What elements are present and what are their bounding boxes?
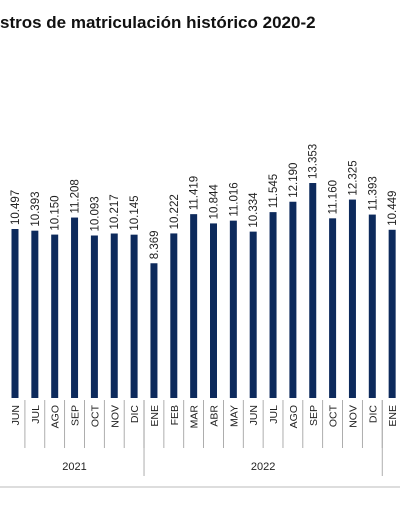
data-label: 12.325 bbox=[347, 160, 359, 195]
x-tick-label: ENE bbox=[149, 405, 161, 427]
x-tick-label: JUL bbox=[30, 405, 42, 424]
group-label: 2022 bbox=[251, 461, 275, 473]
x-tick-label: JUN bbox=[10, 405, 22, 425]
data-label: 11.208 bbox=[70, 179, 82, 213]
bar bbox=[229, 220, 237, 398]
x-tick-label: OCT bbox=[89, 404, 101, 427]
data-label: 11.016 bbox=[228, 182, 240, 216]
bar bbox=[348, 199, 356, 398]
bar bbox=[150, 263, 158, 398]
data-label: 12.190 bbox=[288, 163, 300, 198]
group-label: 2021 bbox=[62, 461, 86, 473]
x-tick-label: AGO bbox=[50, 405, 62, 428]
data-label: 11.545 bbox=[268, 174, 280, 208]
x-tick-label: JUL bbox=[268, 405, 280, 424]
bar bbox=[110, 233, 118, 398]
data-label: 10.093 bbox=[89, 196, 101, 231]
data-label: 10.145 bbox=[129, 195, 141, 230]
data-label: 10.844 bbox=[209, 184, 221, 220]
x-tick-label: MAR bbox=[189, 405, 201, 429]
bar bbox=[130, 234, 138, 398]
data-label: 10.449 bbox=[387, 191, 399, 226]
x-tick-label: SEP bbox=[70, 405, 82, 426]
bar bbox=[31, 230, 39, 398]
x-tick-label: AGO bbox=[288, 405, 300, 428]
x-tick-label: NOV bbox=[347, 405, 359, 428]
data-label: 10.334 bbox=[248, 192, 260, 228]
bar bbox=[249, 231, 257, 398]
data-label: 10.150 bbox=[50, 195, 62, 230]
x-tick-label: DIC bbox=[367, 405, 379, 424]
bar bbox=[289, 201, 297, 398]
x-tick-label: NOV bbox=[109, 405, 121, 428]
bar bbox=[71, 217, 79, 398]
x-tick-label: ABR bbox=[209, 405, 221, 427]
bar bbox=[368, 214, 376, 398]
data-label: 13.353 bbox=[308, 144, 320, 179]
bar bbox=[210, 223, 217, 398]
x-tick-label: DIC bbox=[129, 405, 141, 424]
data-label: 10.393 bbox=[30, 191, 42, 226]
bar bbox=[269, 212, 277, 398]
chart-title: stros de matriculación histórico 2020-2 bbox=[0, 13, 316, 32]
bar bbox=[329, 218, 337, 398]
data-label: 10.497 bbox=[10, 190, 22, 225]
bar bbox=[90, 235, 98, 398]
data-label: 10.222 bbox=[169, 194, 181, 229]
x-tick-label: FEB bbox=[169, 405, 181, 425]
bar bbox=[190, 214, 198, 398]
bar bbox=[51, 234, 59, 398]
bar bbox=[388, 229, 396, 398]
x-tick-label: ENE bbox=[387, 405, 399, 427]
data-label: 11.160 bbox=[328, 180, 340, 214]
data-label: 10.217 bbox=[109, 194, 121, 229]
bar bbox=[170, 233, 178, 398]
x-tick-label: SEP bbox=[308, 405, 320, 426]
bar bbox=[309, 183, 317, 398]
x-tick-label: JUN bbox=[248, 405, 260, 425]
x-tick-label: OCT bbox=[328, 404, 340, 427]
data-label: 8.369 bbox=[149, 230, 161, 259]
bar bbox=[11, 228, 19, 398]
data-label: 11.393 bbox=[367, 176, 379, 210]
x-tick-label: MAY bbox=[228, 405, 240, 427]
data-label: 11.419 bbox=[189, 176, 201, 210]
